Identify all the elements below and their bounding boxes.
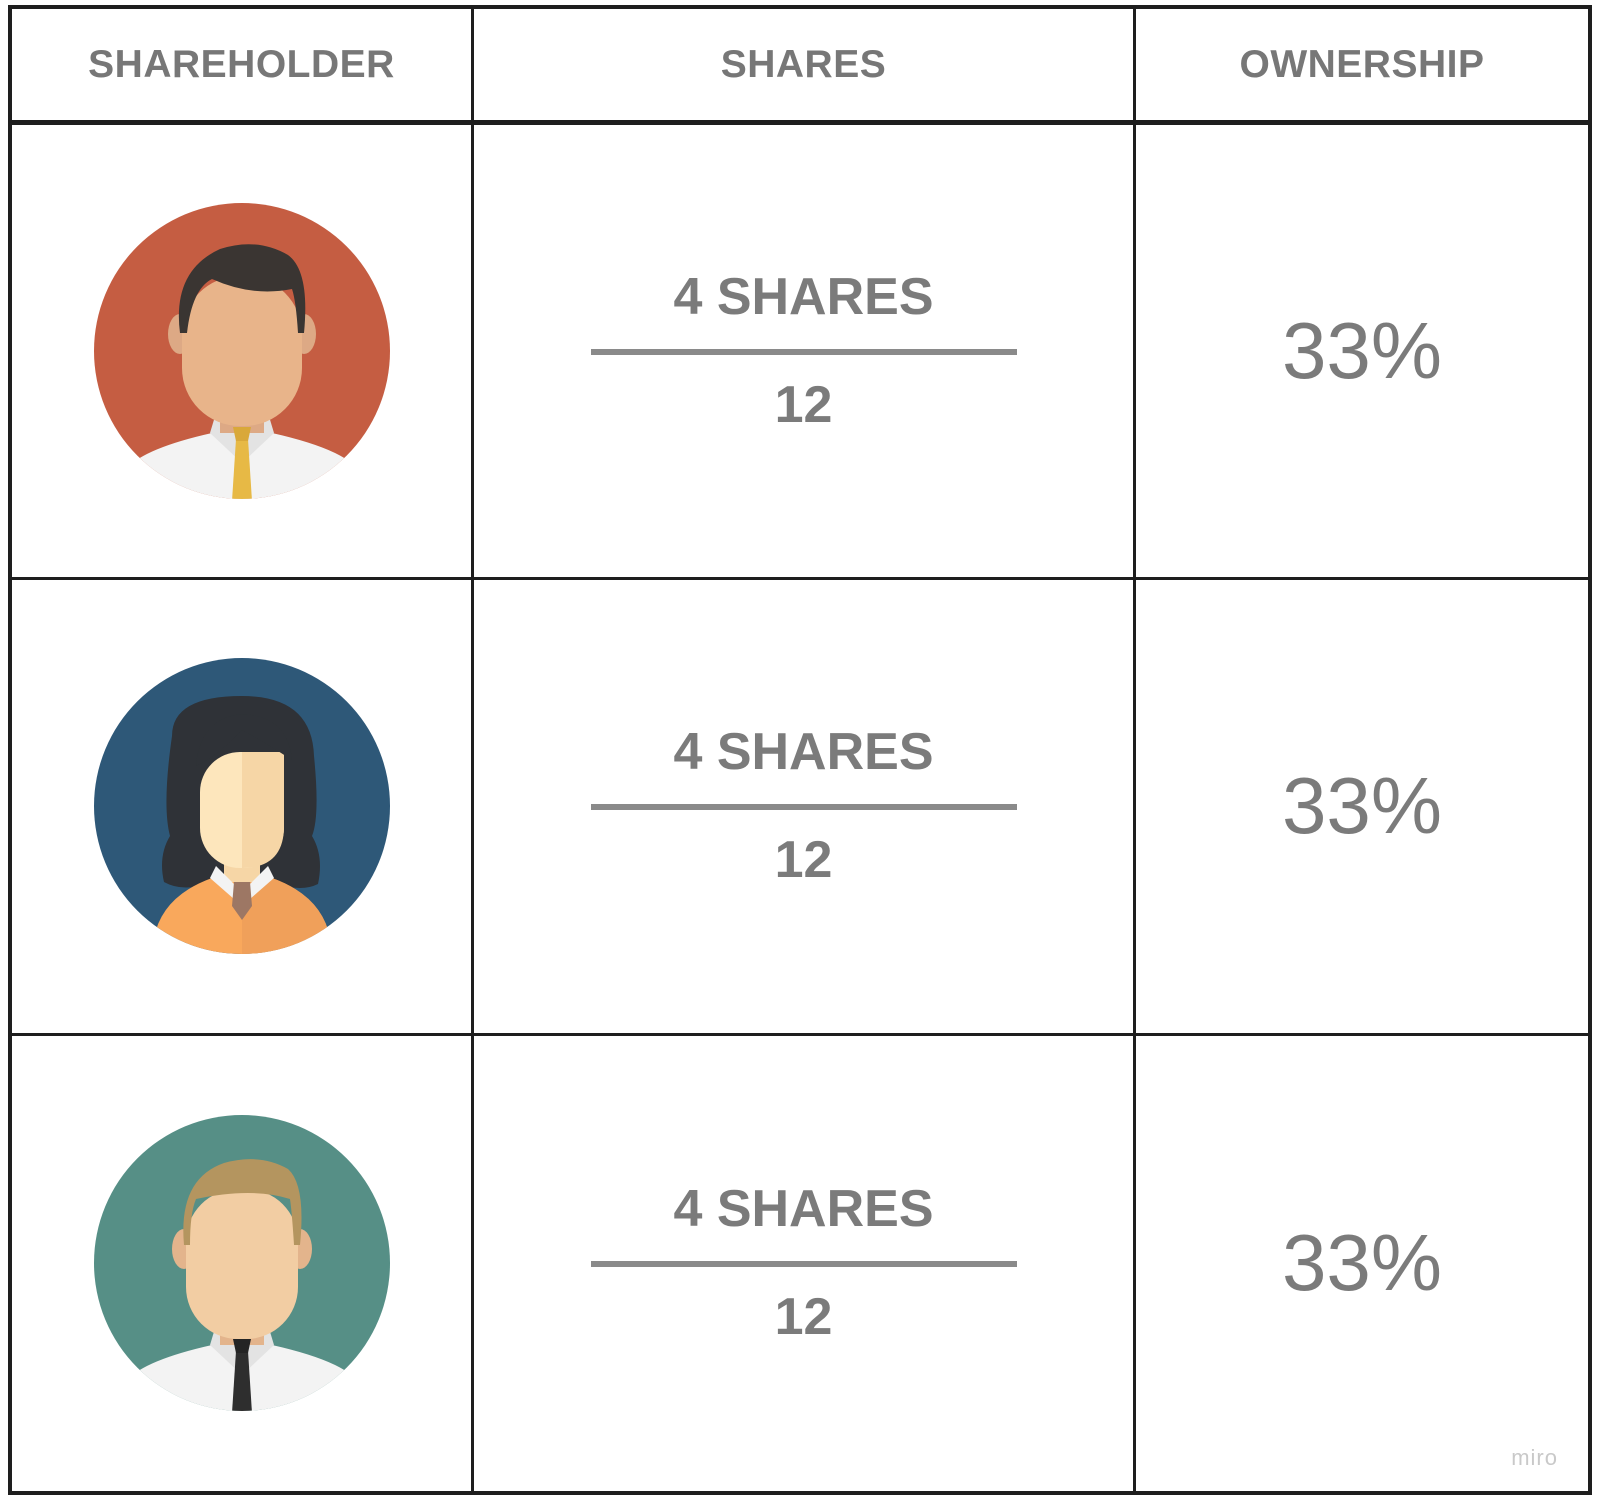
ownership-percent: 33%	[1281, 1218, 1443, 1308]
shareholder-table: SHAREHOLDER SHARES OWNERSHIP 4 SHA	[8, 5, 1592, 1495]
shares-denominator: 12	[774, 831, 833, 890]
header-shareholder-cell: SHAREHOLDER	[12, 9, 474, 125]
ownership-cell: 33%	[1136, 580, 1588, 1036]
header-ownership: OWNERSHIP	[1239, 42, 1485, 86]
header-shares-cell: SHARES	[474, 9, 1136, 125]
blond-man-with-black-tie-avatar-icon	[93, 1115, 390, 1412]
woman-avatar-icon	[93, 658, 390, 955]
shares-numerator: 4 SHARES	[673, 723, 934, 782]
ownership-percent: 33%	[1281, 761, 1443, 851]
ownership-cell: 33%	[1136, 125, 1588, 581]
shareholder-cell	[12, 580, 474, 1036]
shares-numerator: 4 SHARES	[673, 1180, 934, 1239]
shareholder-cell	[12, 125, 474, 581]
shares-numerator: 4 SHARES	[673, 268, 934, 327]
shares-cell: 4 SHARES 12	[474, 1035, 1136, 1491]
man-with-yellow-tie-avatar-icon	[93, 203, 390, 500]
shares-fraction: 4 SHARES 12	[590, 723, 1017, 890]
shares-cell: 4 SHARES 12	[474, 125, 1136, 581]
fraction-bar	[590, 1261, 1017, 1268]
fraction-bar	[590, 804, 1017, 811]
shares-denominator: 12	[774, 1288, 833, 1347]
header-shareholder: SHAREHOLDER	[88, 42, 395, 86]
shares-cell: 4 SHARES 12	[474, 580, 1136, 1036]
shares-denominator: 12	[774, 376, 833, 435]
ownership-cell: 33% miro	[1136, 1036, 1588, 1491]
header-ownership-cell: OWNERSHIP	[1136, 9, 1588, 125]
header-shares: SHARES	[720, 42, 887, 86]
ownership-percent: 33%	[1281, 306, 1443, 396]
shares-fraction: 4 SHARES 12	[590, 268, 1017, 435]
fraction-bar	[590, 349, 1017, 356]
miro-watermark: miro	[1511, 1445, 1558, 1470]
shares-fraction: 4 SHARES 12	[590, 1180, 1017, 1347]
shareholder-cell	[12, 1035, 474, 1491]
